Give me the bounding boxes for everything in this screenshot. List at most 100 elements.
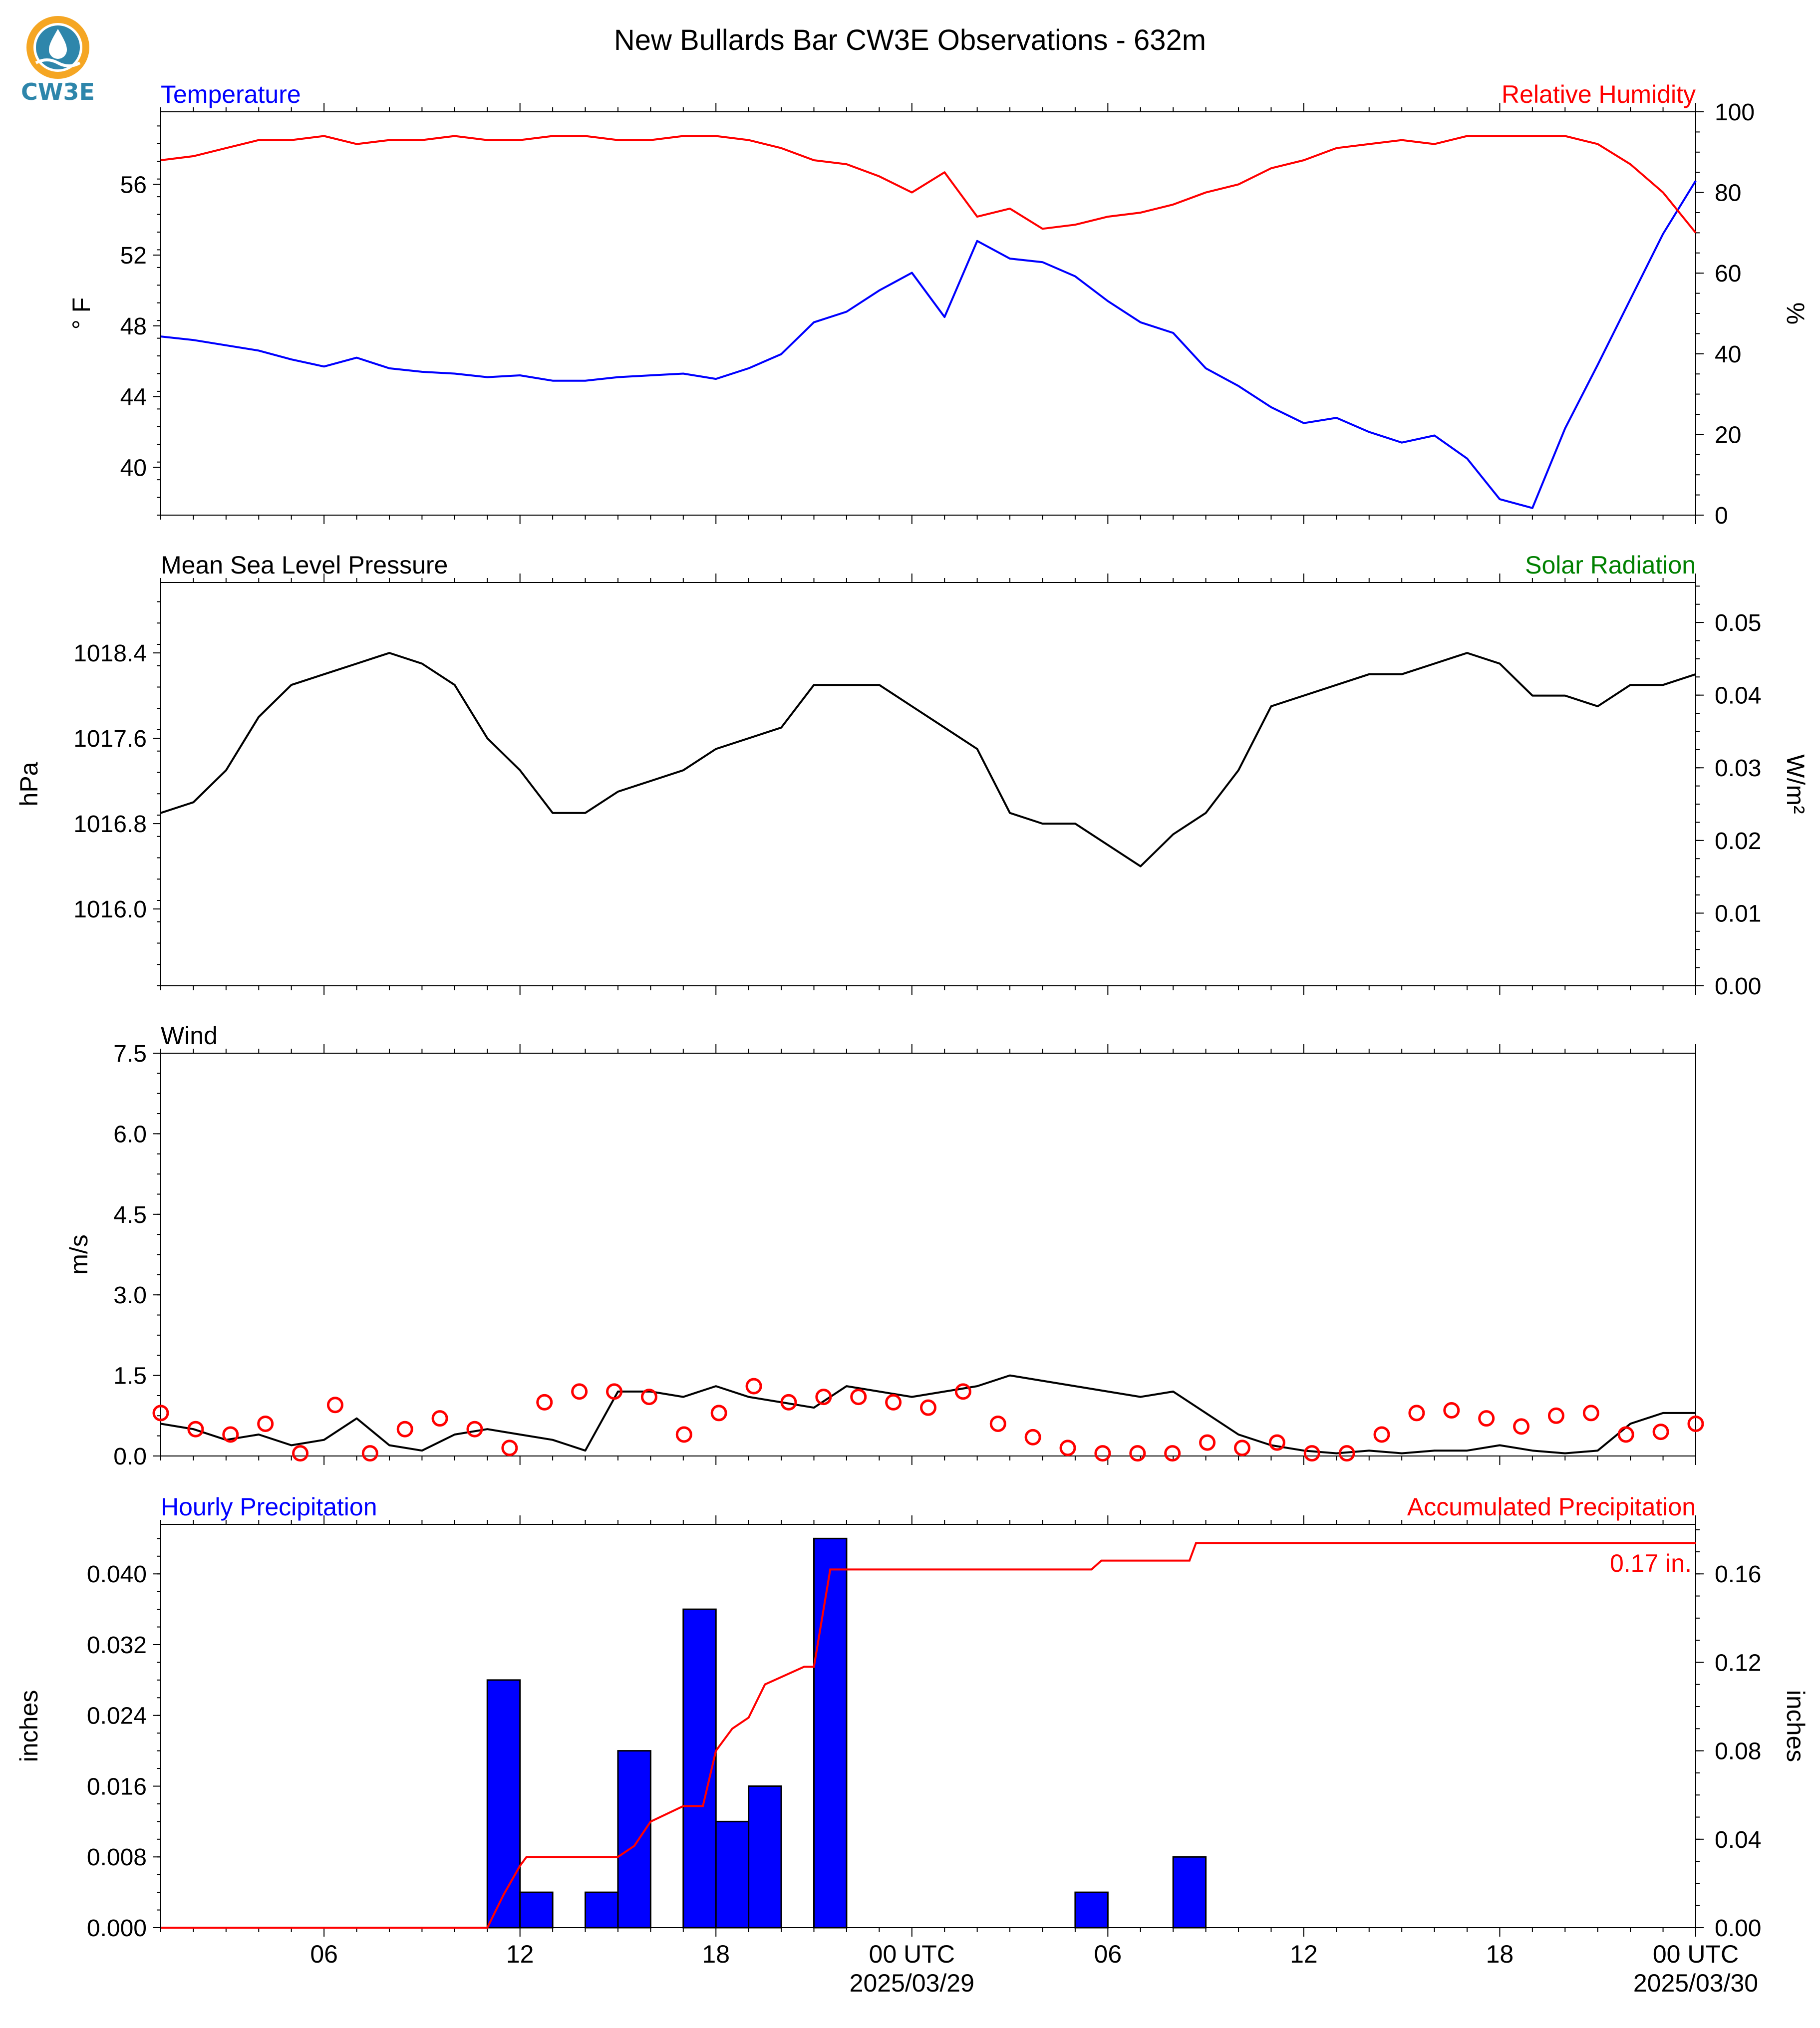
precip-bar xyxy=(682,1608,717,1929)
y-tick-label-right: 0.05 xyxy=(1715,610,1761,636)
wind-gust-marker xyxy=(536,1394,553,1411)
y-tick-label-left: 7.5 xyxy=(113,1041,147,1067)
y-axis-label-left: m/s xyxy=(65,1234,93,1275)
y-tick-label-left: 56 xyxy=(120,172,147,198)
wind-gust-marker xyxy=(1443,1402,1460,1419)
wind-gust-marker xyxy=(1338,1445,1355,1462)
y-tick-label-right: 0.03 xyxy=(1715,755,1761,782)
y-tick-label-left: 0.000 xyxy=(87,1915,147,1942)
wind-gust-marker xyxy=(745,1378,762,1395)
y-tick-label-left: 0.032 xyxy=(87,1632,147,1659)
wind-gust-marker xyxy=(152,1405,169,1422)
wind-gust-marker xyxy=(675,1426,692,1443)
series-line-wind-speed xyxy=(160,1374,1696,1454)
precip-bar xyxy=(813,1537,848,1929)
wind-gust-marker xyxy=(326,1397,343,1414)
wind-gust-marker xyxy=(815,1389,832,1406)
wind-gust-marker xyxy=(361,1445,378,1462)
x-tick-label: 06 xyxy=(310,1940,338,1968)
y-tick-label-left: 48 xyxy=(120,313,147,340)
wind-gust-marker xyxy=(1652,1424,1669,1441)
x-tick-label: 12 xyxy=(1290,1940,1318,1968)
panel-2: Mean Sea Level Pressure Solar Radiation 10… xyxy=(15,551,1810,1000)
y-tick-label-right: 100 xyxy=(1715,99,1755,126)
wind-gust-marker xyxy=(1617,1426,1634,1443)
wind-gust-marker xyxy=(466,1421,483,1438)
y-tick-label-left: 1017.6 xyxy=(73,726,147,752)
wind-gust-marker xyxy=(222,1426,239,1443)
wave-icon xyxy=(35,58,81,67)
precip-bar xyxy=(748,1785,782,1929)
panel-left-title: Hourly Precipitation xyxy=(161,1493,377,1521)
wind-gust-marker xyxy=(1582,1405,1599,1422)
accumulated-total-label: 0.17 in. xyxy=(1610,1549,1692,1577)
y-tick-label-right: 0 xyxy=(1715,503,1728,529)
wind-gust-marker xyxy=(1233,1440,1250,1456)
series-line-relative-humidity xyxy=(160,135,1697,234)
y-axis-label-right: inches xyxy=(1782,1690,1810,1762)
panel-left-title: Temperature xyxy=(161,80,301,108)
wind-gust-marker xyxy=(396,1421,413,1438)
panel-3: Wind 0.0 1.5 3.0 4.5 6.0 7.5 m/s xyxy=(65,1022,1704,1470)
y-tick-label-left: 0.0 xyxy=(113,1444,147,1470)
wind-gust-marker xyxy=(1129,1445,1146,1462)
precip-bar xyxy=(617,1750,651,1929)
wind-gust-marker xyxy=(640,1389,657,1406)
panel-right-title: Relative Humidity xyxy=(1502,80,1696,108)
panel-4: Hourly Precipitation Accumulated Precipit… xyxy=(15,1493,1810,1942)
y-tick-label-left: 1016.8 xyxy=(73,811,147,838)
wind-gust-marker xyxy=(501,1440,518,1456)
precip-bar xyxy=(486,1679,521,1929)
y-tick-label-right: 0.04 xyxy=(1715,683,1761,709)
y-axis-label-left: hPa xyxy=(15,762,43,806)
y-axis-label-right: W/m² xyxy=(1782,754,1810,814)
y-tick-label-right: 0.08 xyxy=(1715,1738,1761,1765)
precip-bar xyxy=(519,1891,554,1929)
y-tick-label-left: 52 xyxy=(120,243,147,269)
y-tick-label-left: 6.0 xyxy=(113,1121,147,1148)
wind-gust-marker xyxy=(431,1410,448,1427)
wind-gust-marker xyxy=(1408,1405,1425,1422)
wind-gust-marker xyxy=(1478,1410,1495,1427)
x-tick-label: 18 xyxy=(1486,1940,1514,1968)
x-tick-label: 00 UTC xyxy=(1653,1940,1739,1968)
wind-gust-marker xyxy=(1513,1418,1530,1435)
y-tick-label-left: 40 xyxy=(120,455,147,481)
x-tick-label: 00 UTC xyxy=(869,1940,955,1968)
wind-gust-marker xyxy=(571,1383,588,1400)
y-tick-label-right: 0.02 xyxy=(1715,828,1761,855)
wind-gust-marker xyxy=(257,1415,274,1432)
panel-right-title: Solar Radiation xyxy=(1525,551,1696,579)
panel-left-title: Wind xyxy=(161,1022,218,1050)
y-tick-label-right: 20 xyxy=(1715,422,1741,448)
x-tick-label: 12 xyxy=(506,1940,534,1968)
panels-group: Temperature Relative Humidity 40 44 48 52 56 ° … xyxy=(15,80,1810,1997)
panel-left-title: Mean Sea Level Pressure xyxy=(161,551,448,579)
wind-gust-marker xyxy=(1024,1429,1041,1446)
wind-gust-marker xyxy=(1687,1415,1704,1432)
wind-gust-marker xyxy=(1268,1434,1285,1451)
y-tick-label-right: 60 xyxy=(1715,261,1741,287)
y-tick-label-left: 1016.0 xyxy=(73,896,147,923)
plot-frame xyxy=(160,1053,1696,1456)
wind-gust-marker xyxy=(885,1394,902,1411)
wind-gust-marker xyxy=(1059,1440,1076,1456)
page-title: New Bullards Bar CW3E Observations - 632… xyxy=(614,24,1206,56)
y-tick-label-left: 1.5 xyxy=(113,1363,147,1390)
y-tick-label-left: 44 xyxy=(120,384,147,411)
series-line-mean-sea-level-pressure xyxy=(160,652,1696,868)
water-drop-icon xyxy=(49,29,67,59)
y-tick-label-right: 80 xyxy=(1715,180,1741,207)
precip-bar xyxy=(715,1820,750,1929)
x-date-label: 2025/03/30 xyxy=(1633,1969,1758,1997)
y-tick-label-right: 0.00 xyxy=(1715,1915,1761,1942)
y-tick-label-left: 1018.4 xyxy=(73,640,147,667)
y-tick-label-left: 4.5 xyxy=(113,1202,147,1228)
precip-bar xyxy=(1172,1856,1207,1929)
logo-text: CW3E xyxy=(21,78,95,105)
precip-bar xyxy=(1074,1891,1109,1929)
wind-gust-marker xyxy=(1199,1434,1216,1451)
plot-frame xyxy=(160,111,1696,516)
accumulated-precip-line xyxy=(161,1542,1696,1929)
